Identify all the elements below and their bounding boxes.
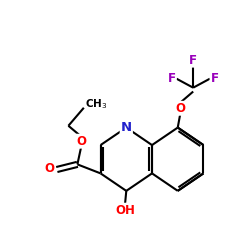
Text: CH$_3$: CH$_3$ (85, 97, 108, 111)
Text: F: F (168, 72, 176, 85)
Text: O: O (44, 162, 54, 175)
Text: F: F (210, 72, 218, 85)
Text: F: F (189, 54, 197, 67)
Text: N: N (121, 121, 132, 134)
Text: OH: OH (115, 204, 135, 217)
Text: O: O (76, 135, 86, 148)
Text: O: O (175, 102, 185, 115)
